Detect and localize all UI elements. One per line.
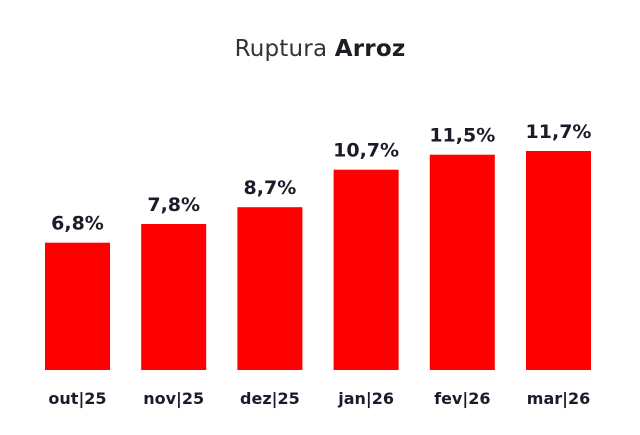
chart-title: Ruptura Arroz	[0, 36, 640, 62]
bar-2	[237, 207, 303, 370]
chart-title-emphasis: Arroz	[334, 36, 406, 62]
x-tick-label-1: nov|25	[143, 389, 204, 409]
x-tick-label-5: mar|26	[527, 389, 590, 409]
bar-4	[429, 154, 495, 370]
x-tick-label-3: jan|26	[337, 389, 394, 409]
bar-5	[526, 151, 591, 370]
bar-0	[45, 242, 110, 370]
bar-value-label-0: 6,8%	[51, 213, 104, 235]
bar-value-label-2: 8,7%	[244, 177, 297, 199]
bar-value-label-4: 11,5%	[429, 125, 495, 147]
x-tick-label-4: fev|26	[434, 389, 490, 409]
bar-value-label-3: 10,7%	[333, 140, 399, 162]
chart-title-prefix: Ruptura	[234, 36, 328, 62]
bar-value-label-1: 7,8%	[147, 194, 200, 216]
bar-3	[333, 169, 399, 370]
bar-value-label-5: 11,7%	[526, 121, 592, 143]
x-tick-label-2: dez|25	[240, 389, 300, 409]
bar-1	[141, 224, 207, 370]
x-tick-label-0: out|25	[48, 389, 106, 409]
